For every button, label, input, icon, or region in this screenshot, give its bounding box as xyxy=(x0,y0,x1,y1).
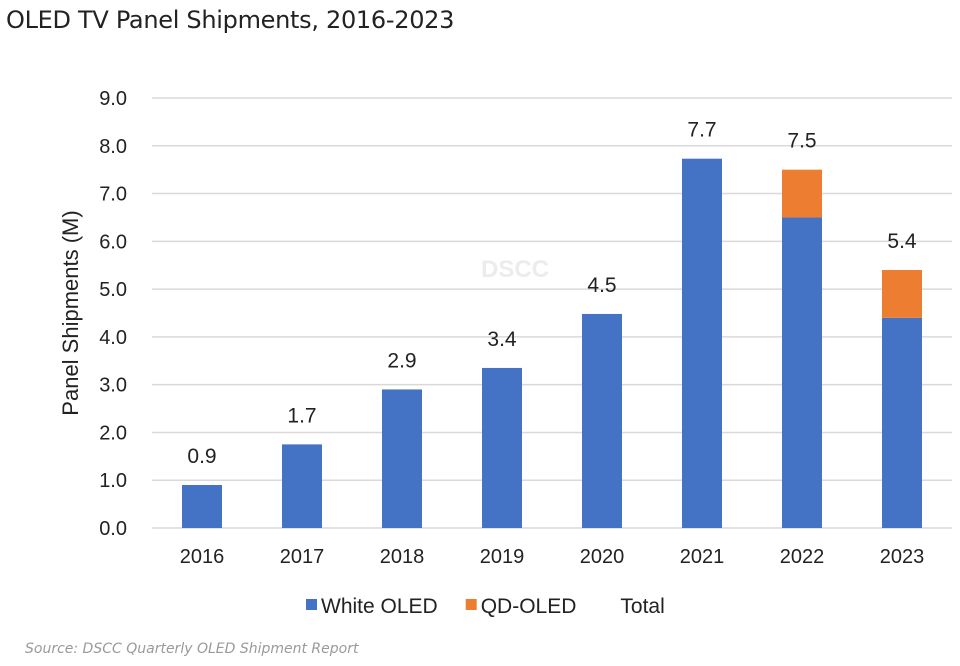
x-tick-label: 2020 xyxy=(580,546,625,568)
bar-qd-oled xyxy=(882,270,922,318)
bar-white-oled xyxy=(182,485,222,528)
bar-white-oled xyxy=(282,444,322,528)
x-tick-label: 2016 xyxy=(180,546,225,568)
y-tick-label: 3.0 xyxy=(99,375,127,397)
y-tick-label: 1.0 xyxy=(99,470,127,492)
x-tick-label: 2019 xyxy=(480,546,525,568)
watermark: DSCC xyxy=(481,256,549,283)
y-tick-label: 6.0 xyxy=(99,231,127,253)
legend-label-total: Total xyxy=(620,595,664,618)
y-tick-label: 2.0 xyxy=(99,422,127,444)
x-tick-label: 2017 xyxy=(280,546,325,568)
total-label: 3.4 xyxy=(487,328,517,351)
legend-swatch xyxy=(465,599,477,610)
total-label: 1.7 xyxy=(287,404,316,427)
bar-white-oled xyxy=(782,217,822,528)
y-tick-label: 9.0 xyxy=(99,88,127,110)
bar-white-oled xyxy=(882,317,922,528)
y-tick-label: 0.0 xyxy=(99,518,127,540)
bar-white-oled xyxy=(482,367,522,528)
total-label: 2.9 xyxy=(387,349,416,372)
bar-white-oled xyxy=(682,158,722,528)
y-axis-label: Panel Shipments (M) xyxy=(58,210,83,415)
total-label: 0.9 xyxy=(187,445,216,468)
total-label: 5.4 xyxy=(887,230,917,253)
total-label: 4.5 xyxy=(587,274,616,297)
bar-white-oled xyxy=(582,313,622,528)
source-note: Source: DSCC Quarterly OLED Shipment Rep… xyxy=(25,641,359,657)
total-label: 7.5 xyxy=(787,130,816,153)
chart: 0.0 1.0 2.0 3.0 4.0 5.0 6.0 7.0 8.0 9.0 DSCC Panel … xyxy=(58,88,952,618)
y-tick-label: 8.0 xyxy=(99,136,127,158)
bar-qd-oled xyxy=(782,169,822,218)
legend-label: White OLED xyxy=(321,595,438,618)
y-tick-label: 4.0 xyxy=(99,327,127,349)
legend-label: QD-OLED xyxy=(481,595,577,618)
y-tick-label: 5.0 xyxy=(99,279,127,301)
legend-swatch xyxy=(306,599,317,610)
x-tick-label: 2021 xyxy=(680,546,725,568)
x-tick-label: 2023 xyxy=(880,546,925,568)
y-tick-label: 7.0 xyxy=(99,184,127,206)
bar-white-oled xyxy=(382,389,422,528)
total-label: 7.7 xyxy=(687,119,716,142)
x-tick-label: 2018 xyxy=(380,546,425,568)
x-tick-label: 2022 xyxy=(780,546,825,568)
chart-title: OLED TV Panel Shipments, 2016-2023 xyxy=(6,6,455,34)
